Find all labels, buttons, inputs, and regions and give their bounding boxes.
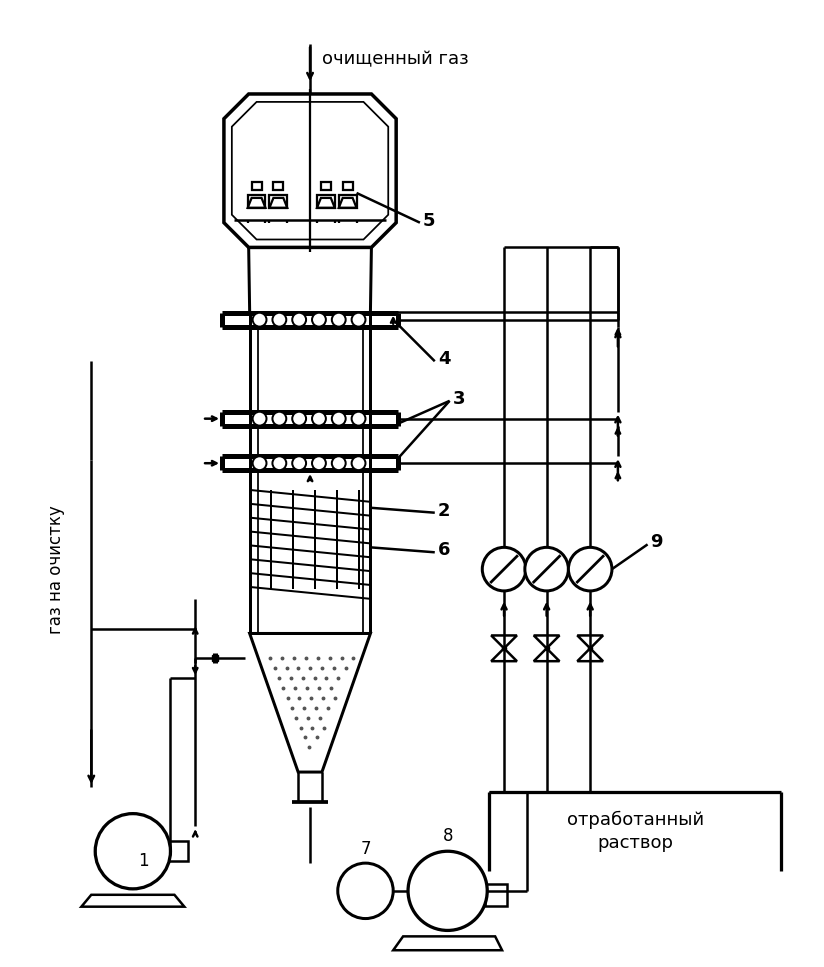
Text: 5: 5 — [423, 212, 435, 230]
Circle shape — [96, 813, 171, 889]
Circle shape — [352, 412, 366, 425]
Text: 7: 7 — [361, 840, 371, 859]
Text: отработанный
раствор: отработанный раствор — [567, 810, 704, 852]
Bar — [339, 195, 357, 208]
Circle shape — [408, 851, 487, 930]
Text: 6: 6 — [438, 542, 450, 559]
Polygon shape — [393, 936, 502, 951]
Circle shape — [293, 412, 306, 425]
Bar — [168, 841, 189, 862]
Circle shape — [352, 312, 366, 327]
Circle shape — [338, 864, 393, 919]
Text: 8: 8 — [442, 828, 453, 845]
Circle shape — [332, 456, 346, 470]
Circle shape — [312, 412, 325, 425]
Circle shape — [525, 547, 569, 591]
Text: 4: 4 — [438, 350, 450, 368]
Bar — [274, 182, 283, 190]
Bar — [251, 182, 261, 190]
Text: 9: 9 — [651, 534, 663, 551]
Circle shape — [332, 412, 346, 425]
Circle shape — [293, 312, 306, 327]
Polygon shape — [82, 894, 185, 907]
Text: 2: 2 — [438, 502, 450, 519]
Bar — [485, 884, 507, 906]
Text: очищенный газ: очищенный газ — [322, 50, 469, 69]
Circle shape — [273, 412, 286, 425]
Text: газ на очистку: газ на очистку — [47, 505, 64, 633]
Circle shape — [293, 456, 306, 470]
Circle shape — [273, 312, 286, 327]
Bar — [317, 195, 335, 208]
Circle shape — [273, 456, 286, 470]
Bar — [343, 182, 353, 190]
Circle shape — [569, 547, 612, 591]
Bar — [269, 195, 288, 208]
Text: 1: 1 — [138, 852, 148, 870]
Circle shape — [253, 412, 266, 425]
Circle shape — [312, 456, 325, 470]
Circle shape — [352, 456, 366, 470]
Text: 3: 3 — [452, 390, 465, 408]
Bar — [321, 182, 330, 190]
Circle shape — [253, 312, 266, 327]
Bar — [248, 195, 265, 208]
Circle shape — [312, 312, 325, 327]
Circle shape — [482, 547, 526, 591]
Circle shape — [332, 312, 346, 327]
Circle shape — [253, 456, 266, 470]
